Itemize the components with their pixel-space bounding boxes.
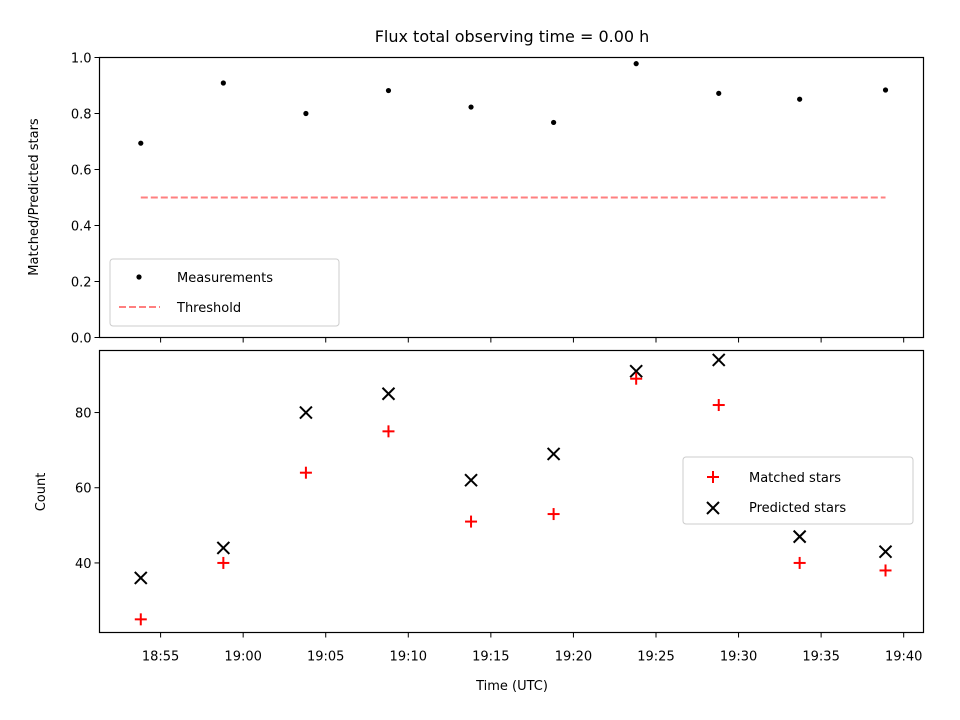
bottom-y-axis-label: Count [34,473,49,512]
chart-title: Flux total observing time = 0.00 h [375,27,650,46]
matched-stars-point [793,556,806,569]
bottom-x-tick-label: 18:55 [142,650,179,665]
top-x-axis [160,337,905,343]
top-y-axis-label: Matched/Predicted stars [27,118,42,276]
predicted-stars-point [134,571,148,585]
legend-matched-label: Matched stars [749,471,841,486]
predicted-stars-point [712,353,726,367]
bottom-y-tick-label: 60 [75,482,92,497]
top-y-axis: 0.0 0.2 0.4 0.6 0.8 1.0 [71,52,100,347]
top-legend: Measurements Threshold [109,258,340,327]
predicted-stars-point [464,473,478,487]
legend-measurements-label: Measurements [177,271,273,286]
measurement-point [882,87,889,93]
predicted-stars-point [381,387,396,401]
top-plot-area [138,61,889,199]
matched-stars-point [382,425,395,438]
matched-stars-point [712,399,725,412]
legend-measurements-marker [136,274,142,280]
predicted-stars-point [878,544,893,559]
bottom-x-tick-label: 19:20 [555,650,592,665]
bottom-x-tick-label: 19:35 [802,650,839,665]
matched-stars-point [299,466,312,479]
bottom-plot-area [134,353,893,626]
bottom-x-tick-label: 19:00 [224,650,261,665]
measurement-point [797,96,803,102]
bottom-x-tick-label: 19:10 [390,650,427,665]
top-axes-frame [98,56,925,339]
predicted-stars-point [546,447,561,461]
top-y-tick-label: 0.0 [71,332,92,347]
top-legend-box [109,258,340,327]
x-axis-label: Time (UTC) [475,679,548,694]
matched-stars-point [879,564,892,577]
predicted-stars-point [629,364,643,378]
bottom-y-tick-label: 80 [75,407,92,422]
bottom-y-tick-label: 40 [75,557,92,572]
measurement-point [138,140,144,146]
bottom-legend-box [682,456,914,525]
predicted-stars-point [299,405,313,420]
top-y-tick-label: 0.6 [71,164,92,179]
bottom-x-axis: 18:55 19:00 19:05 19:10 19:15 19:20 19:25 19:30… [142,632,922,665]
predicted-stars-point [792,529,807,544]
matched-stars-point [134,613,147,626]
matched-stars-point [217,556,230,569]
matched-stars-point [547,508,560,521]
top-y-tick-label: 1.0 [71,52,92,67]
measurement-point [385,87,392,94]
bottom-x-tick-label: 19:25 [637,650,674,665]
bottom-x-tick-label: 19:15 [472,650,509,665]
measurement-point [716,90,722,96]
top-y-tick-label: 0.8 [71,108,92,123]
bottom-x-tick-label: 19:30 [720,650,757,665]
top-y-tick-label: 0.2 [71,276,92,291]
legend-predicted-label: Predicted stars [749,501,846,516]
bottom-y-axis: 40 60 80 [75,407,100,572]
matched-stars-point [630,372,643,385]
measurement-point [468,104,474,110]
predicted-stars-point [216,541,231,555]
measurement-point [303,110,309,117]
bottom-x-tick-label: 19:05 [307,650,344,665]
legend-predicted-marker [706,501,720,515]
top-y-tick-label: 0.4 [71,220,92,235]
bottom-legend: Matched stars Predicted stars [682,456,914,525]
legend-matched-marker [707,471,719,483]
matched-stars-point [465,515,478,528]
legend-threshold-label: Threshold [176,301,241,316]
measurement-point [220,80,226,86]
measurement-point [633,61,639,67]
bottom-x-tick-label: 19:40 [885,650,922,665]
measurement-point [551,119,557,126]
bottom-axes-frame [98,349,925,634]
